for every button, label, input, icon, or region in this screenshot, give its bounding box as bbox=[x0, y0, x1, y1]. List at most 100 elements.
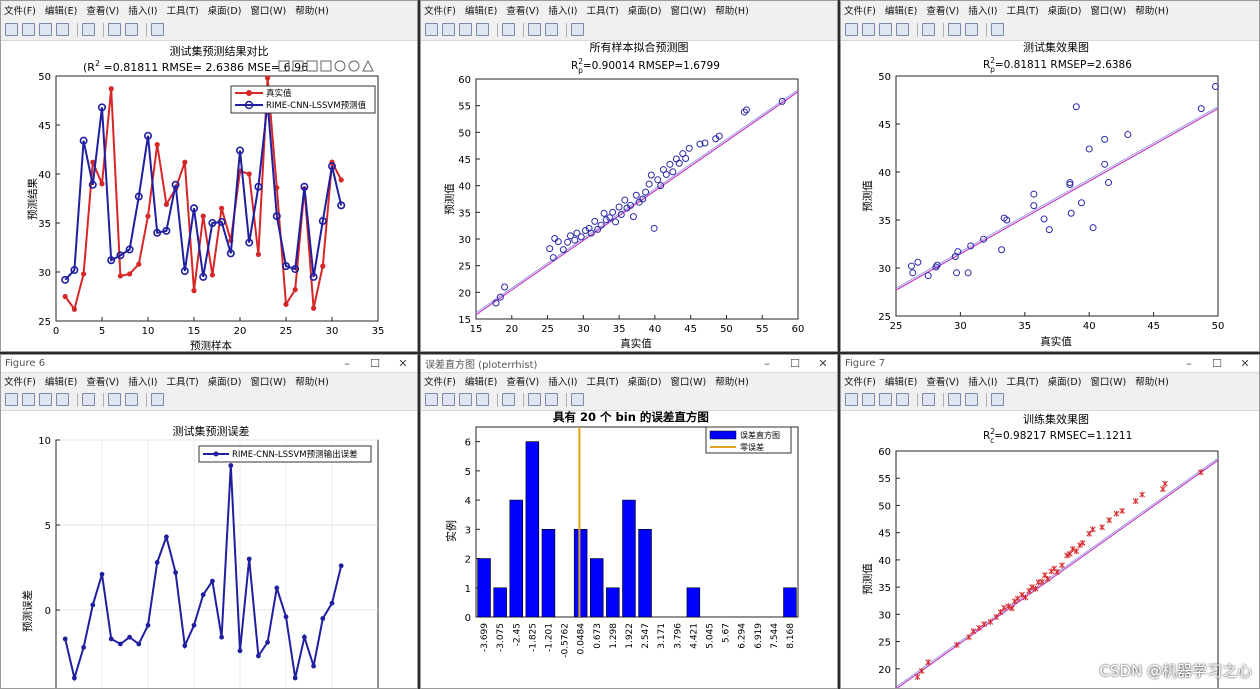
plot-tools-icon[interactable] bbox=[151, 393, 164, 406]
link-plot-icon[interactable] bbox=[922, 393, 935, 406]
zoom-out-icon[interactable] bbox=[348, 60, 360, 72]
menu-insert[interactable]: 插入(I) bbox=[548, 377, 578, 388]
print-icon[interactable] bbox=[896, 393, 909, 406]
new-figure-icon[interactable] bbox=[5, 23, 18, 36]
home-icon[interactable] bbox=[362, 59, 374, 72]
save-icon[interactable] bbox=[879, 393, 892, 406]
menu-file[interactable]: 文件(F) bbox=[4, 6, 36, 17]
menu-window[interactable]: 窗口(W) bbox=[1090, 6, 1127, 17]
plot-tools-icon[interactable] bbox=[571, 393, 584, 406]
menu-view[interactable]: 查看(V) bbox=[86, 377, 120, 388]
menu-file[interactable]: 文件(F) bbox=[844, 377, 876, 388]
menu-desktop[interactable]: 桌面(D) bbox=[627, 6, 662, 17]
maximize-icon[interactable]: ☐ bbox=[370, 357, 380, 370]
menu-edit[interactable]: 编辑(E) bbox=[884, 377, 918, 388]
legend-icon[interactable] bbox=[125, 393, 138, 406]
minimize-icon[interactable]: – bbox=[764, 357, 770, 370]
menu-edit[interactable]: 编辑(E) bbox=[884, 6, 918, 17]
menu-window[interactable]: 窗口(W) bbox=[670, 6, 707, 17]
maximize-icon[interactable]: ☐ bbox=[790, 357, 800, 370]
menu-file[interactable]: 文件(F) bbox=[844, 6, 876, 17]
menu-help[interactable]: 帮助(H) bbox=[715, 6, 749, 17]
link-plot-icon[interactable] bbox=[502, 23, 515, 36]
colorbar-icon[interactable] bbox=[528, 393, 541, 406]
menu-tools[interactable]: 工具(T) bbox=[586, 377, 619, 388]
link-plot-icon[interactable] bbox=[82, 393, 95, 406]
menu-view[interactable]: 查看(V) bbox=[506, 377, 540, 388]
menu-help[interactable]: 帮助(H) bbox=[1135, 377, 1169, 388]
menu-help[interactable]: 帮助(H) bbox=[715, 377, 749, 388]
close-icon[interactable]: ✕ bbox=[1240, 357, 1250, 370]
menu-insert[interactable]: 插入(I) bbox=[128, 377, 158, 388]
save-icon[interactable] bbox=[39, 393, 52, 406]
menu-edit[interactable]: 编辑(E) bbox=[44, 377, 78, 388]
link-plot-icon[interactable] bbox=[502, 393, 515, 406]
menu-insert[interactable]: 插入(I) bbox=[968, 377, 998, 388]
colorbar-icon[interactable] bbox=[108, 23, 121, 36]
open-file-icon[interactable] bbox=[22, 393, 35, 406]
menu-view[interactable]: 查看(V) bbox=[86, 6, 120, 17]
legend-icon[interactable] bbox=[125, 23, 138, 36]
menu-desktop[interactable]: 桌面(D) bbox=[627, 377, 662, 388]
plot-tools-icon[interactable] bbox=[151, 23, 164, 36]
export-icon[interactable] bbox=[278, 60, 290, 72]
open-file-icon[interactable] bbox=[442, 23, 455, 36]
menu-file[interactable]: 文件(F) bbox=[424, 6, 456, 17]
datatip-icon[interactable] bbox=[306, 60, 318, 72]
save-icon[interactable] bbox=[879, 23, 892, 36]
maximize-icon[interactable]: ☐ bbox=[1212, 357, 1222, 370]
legend-icon[interactable] bbox=[965, 393, 978, 406]
menu-tools[interactable]: 工具(T) bbox=[1006, 377, 1039, 388]
menu-desktop[interactable]: 桌面(D) bbox=[207, 377, 242, 388]
menu-insert[interactable]: 插入(I) bbox=[968, 6, 998, 17]
menu-file[interactable]: 文件(F) bbox=[4, 377, 36, 388]
menu-tools[interactable]: 工具(T) bbox=[166, 377, 199, 388]
menu-window[interactable]: 窗口(W) bbox=[670, 377, 707, 388]
minimize-icon[interactable]: – bbox=[1186, 357, 1192, 370]
new-figure-icon[interactable] bbox=[845, 23, 858, 36]
colorbar-icon[interactable] bbox=[948, 23, 961, 36]
colorbar-icon[interactable] bbox=[948, 393, 961, 406]
menu-file[interactable]: 文件(F) bbox=[424, 377, 456, 388]
print-icon[interactable] bbox=[476, 23, 489, 36]
menu-tools[interactable]: 工具(T) bbox=[166, 6, 199, 17]
menu-help[interactable]: 帮助(H) bbox=[295, 6, 329, 17]
legend-icon[interactable] bbox=[965, 23, 978, 36]
plot-tools-icon[interactable] bbox=[991, 393, 1004, 406]
open-file-icon[interactable] bbox=[862, 393, 875, 406]
menu-desktop[interactable]: 桌面(D) bbox=[1047, 377, 1082, 388]
menu-edit[interactable]: 编辑(E) bbox=[464, 6, 498, 17]
legend-icon[interactable] bbox=[545, 23, 558, 36]
menu-view[interactable]: 查看(V) bbox=[926, 6, 960, 17]
legend-icon[interactable] bbox=[545, 393, 558, 406]
menu-tools[interactable]: 工具(T) bbox=[1006, 6, 1039, 17]
close-icon[interactable]: ✕ bbox=[398, 357, 408, 370]
menu-desktop[interactable]: 桌面(D) bbox=[207, 6, 242, 17]
print-icon[interactable] bbox=[56, 23, 69, 36]
save-icon[interactable] bbox=[459, 393, 472, 406]
minimize-icon[interactable]: – bbox=[344, 357, 350, 370]
plot-tools-icon[interactable] bbox=[991, 23, 1004, 36]
menu-view[interactable]: 查看(V) bbox=[926, 377, 960, 388]
menu-window[interactable]: 窗口(W) bbox=[250, 377, 287, 388]
menu-help[interactable]: 帮助(H) bbox=[295, 377, 329, 388]
open-file-icon[interactable] bbox=[442, 393, 455, 406]
link-plot-icon[interactable] bbox=[82, 23, 95, 36]
link-plot-icon[interactable] bbox=[922, 23, 935, 36]
menu-desktop[interactable]: 桌面(D) bbox=[1047, 6, 1082, 17]
print-icon[interactable] bbox=[896, 23, 909, 36]
menu-tools[interactable]: 工具(T) bbox=[586, 6, 619, 17]
new-figure-icon[interactable] bbox=[845, 393, 858, 406]
colorbar-icon[interactable] bbox=[108, 393, 121, 406]
menu-edit[interactable]: 编辑(E) bbox=[44, 6, 78, 17]
close-icon[interactable]: ✕ bbox=[818, 357, 828, 370]
menu-view[interactable]: 查看(V) bbox=[506, 6, 540, 17]
print-icon[interactable] bbox=[476, 393, 489, 406]
brush-icon[interactable] bbox=[292, 60, 304, 72]
open-file-icon[interactable] bbox=[22, 23, 35, 36]
save-icon[interactable] bbox=[39, 23, 52, 36]
save-icon[interactable] bbox=[459, 23, 472, 36]
menu-insert[interactable]: 插入(I) bbox=[128, 6, 158, 17]
menu-window[interactable]: 窗口(W) bbox=[250, 6, 287, 17]
open-file-icon[interactable] bbox=[862, 23, 875, 36]
